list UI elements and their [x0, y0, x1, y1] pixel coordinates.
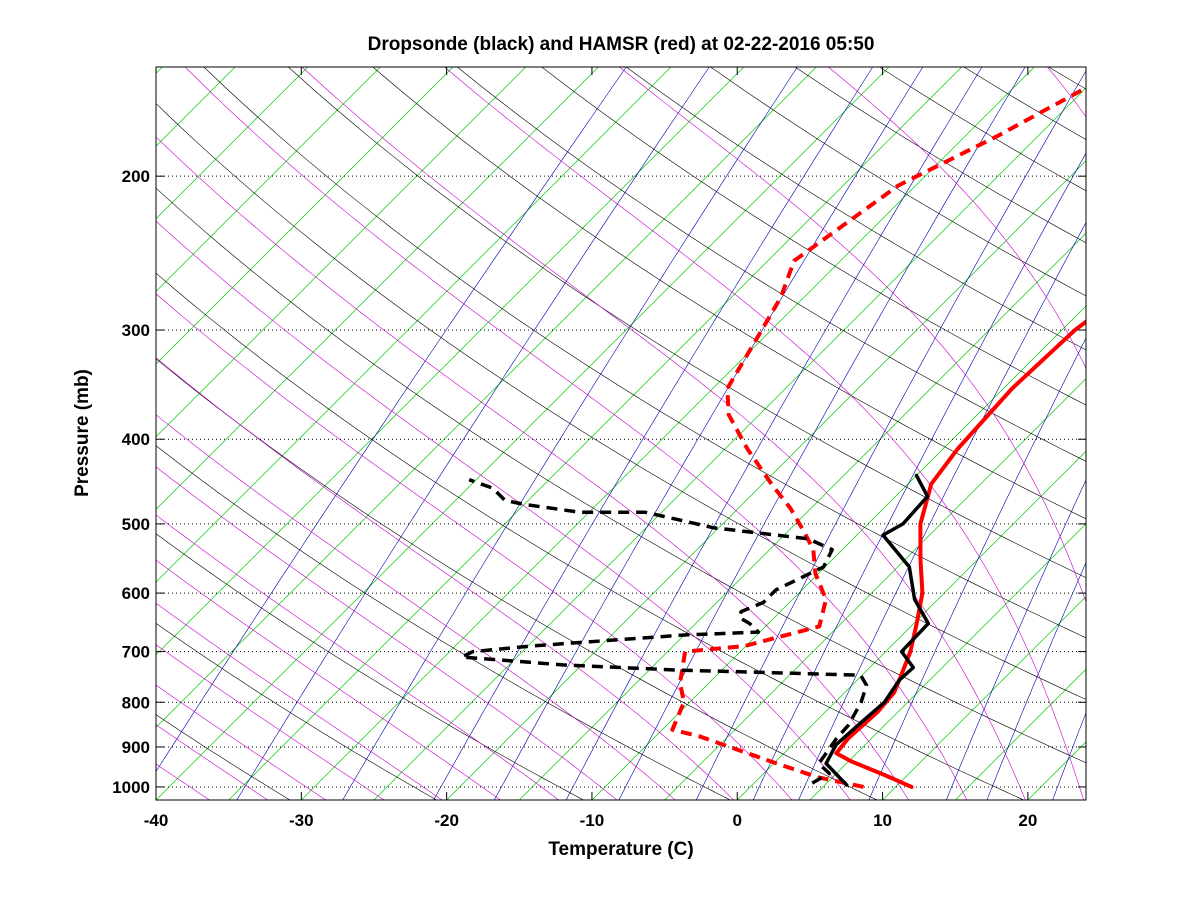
- dry-adiabat-line: [203, 67, 1086, 639]
- series-line-4: [460, 478, 869, 785]
- y-tick-label: 300: [122, 321, 150, 340]
- moist-adiabat-line: [156, 414, 676, 800]
- dry-adiabat-line: [372, 67, 1086, 520]
- dry-adiabat-line: [456, 67, 1086, 462]
- tick-marks: [155, 67, 1086, 800]
- series-line-2: [670, 85, 1086, 789]
- chart-title: Dropsonde (black) and HAMSR (red) at 02-…: [368, 34, 875, 55]
- isotherm-line: [954, 668, 1086, 800]
- x-tick-label: 20: [1018, 811, 1037, 830]
- y-tick-label: 1000: [112, 778, 150, 797]
- isotherm-line: [156, 67, 817, 728]
- moist-adiabat-line: [156, 293, 793, 800]
- isotherm-line: [300, 67, 1035, 800]
- moist-adiabat-line: [156, 357, 735, 800]
- dry-adiabat-line: [156, 103, 1086, 700]
- mixing-ratio-line: [236, 67, 710, 800]
- mixing-ratio-line: [868, 337, 1086, 800]
- y-tick-label: 200: [122, 167, 150, 186]
- dry-adiabat-line: [156, 714, 291, 800]
- moist-adiabat-line: [156, 514, 560, 800]
- isotherm-line: [156, 67, 672, 583]
- isotherm-line: [809, 523, 1086, 800]
- dry-adiabat-line: [156, 272, 1025, 800]
- y-axis-label: Pressure (mb): [72, 369, 93, 497]
- y-tick-label: 900: [122, 738, 150, 757]
- mixing-ratio-line: [986, 561, 1086, 800]
- mixing-ratio-line: [945, 479, 1086, 800]
- y-tick-label: 400: [122, 430, 150, 449]
- moist-adiabat-line: [301, 67, 1026, 800]
- y-tick-label: 800: [122, 693, 150, 712]
- isotherm-line: [1027, 741, 1086, 800]
- isotherm-line: [882, 596, 1086, 800]
- mixing-ratio-line: [156, 67, 627, 773]
- background-lines: [156, 67, 1086, 800]
- isotherm-line: [156, 67, 745, 656]
- dry-adiabat-line: [156, 622, 438, 800]
- moist-adiabat-line: [156, 724, 269, 800]
- moist-adiabat-line: [156, 602, 443, 800]
- y-tick-label: 600: [122, 584, 150, 603]
- isotherm-line: [156, 67, 454, 365]
- moist-adiabat-line: [184, 67, 968, 800]
- tick-labels: -40 -30 -20 -10 0 10 20 200 300 400 500 600 700 800 90…: [112, 167, 1037, 830]
- moist-adiabat-line: [619, 67, 1086, 603]
- moist-adiabat-line: [156, 684, 327, 800]
- isotherm-line: [518, 232, 1086, 800]
- moist-adiabat-line: [444, 67, 1084, 800]
- isotherm-line: [156, 67, 599, 510]
- series-layer: [460, 85, 1086, 789]
- grid-lines: [156, 175, 1086, 788]
- x-tick-label: 10: [873, 811, 892, 830]
- mixing-ratio-line: [493, 67, 924, 800]
- moist-adiabat-line: [156, 644, 385, 800]
- mixing-ratio-line: [752, 152, 1086, 800]
- moist-adiabat-line: [156, 466, 618, 800]
- mixing-ratio-line: [342, 67, 798, 800]
- moist-adiabat-line: [828, 67, 1086, 370]
- x-axis-label: Temperature (C): [548, 839, 693, 860]
- x-tick-label: 0: [733, 811, 742, 830]
- x-tick-label: -20: [434, 811, 459, 830]
- isotherm-line: [736, 450, 1086, 800]
- moist-adiabat-line: [156, 559, 501, 800]
- isotherm-line: [446, 160, 1086, 800]
- dry-adiabat-line: [156, 358, 878, 800]
- mixing-ratio-line: [798, 221, 1086, 800]
- x-tick-label: -30: [289, 811, 314, 830]
- moist-adiabat-line: [156, 136, 909, 800]
- x-tick-label: -40: [144, 811, 169, 830]
- isotherm-line: [591, 305, 1086, 800]
- dry-adiabat-line: [625, 67, 1086, 351]
- dry-adiabat-line: [156, 445, 731, 800]
- mixing-ratio-line: [1052, 712, 1086, 800]
- isotherm-line: [156, 67, 527, 438]
- dry-adiabat-line: [287, 67, 1086, 578]
- y-tick-label: 500: [122, 515, 150, 534]
- y-tick-label: 700: [122, 643, 150, 662]
- isotherm-line: [228, 67, 963, 800]
- series-line-1: [834, 319, 1086, 789]
- dry-adiabat-line: [541, 67, 1086, 406]
- plot-frame: [155, 66, 1087, 801]
- moist-adiabat-line: [156, 220, 851, 800]
- x-tick-label: -10: [580, 811, 605, 830]
- isotherm-line: [373, 87, 1086, 800]
- mixing-ratio-line: [565, 67, 983, 800]
- mixing-ratio-line: [618, 67, 1026, 800]
- series-line-3: [824, 473, 931, 787]
- mixing-ratio-line: [433, 67, 873, 800]
